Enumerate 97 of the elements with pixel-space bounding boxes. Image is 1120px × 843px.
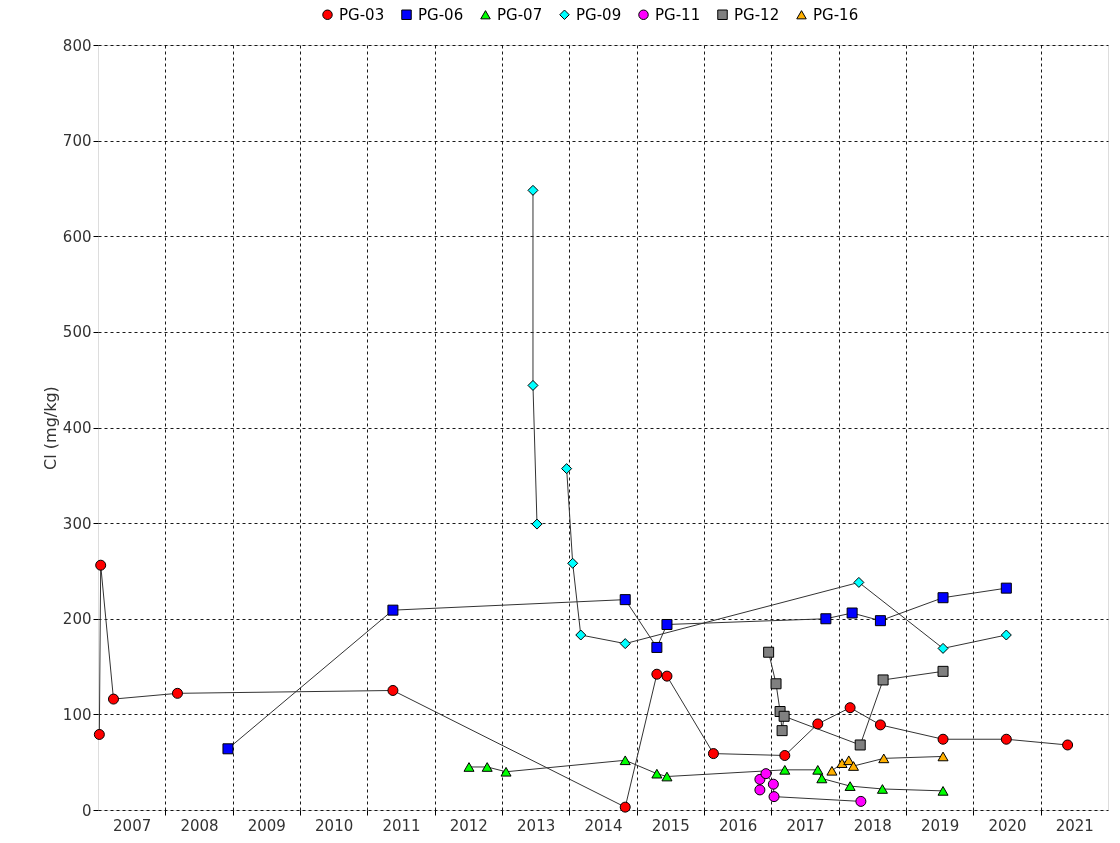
legend-label: PG-09 xyxy=(576,5,622,24)
legend-label: PG-03 xyxy=(339,5,385,24)
y-tick-label: 500 xyxy=(62,323,92,342)
point xyxy=(778,710,790,722)
point xyxy=(776,725,788,737)
point xyxy=(651,768,663,779)
point xyxy=(937,786,949,796)
x-tick-label: 2012 xyxy=(449,816,488,835)
legend-label: PG-12 xyxy=(734,5,780,24)
point xyxy=(878,753,890,764)
point xyxy=(768,791,780,803)
x-tick-label: 2008 xyxy=(180,816,219,835)
point xyxy=(661,670,673,682)
point xyxy=(500,766,512,777)
point xyxy=(481,762,493,772)
point xyxy=(937,751,949,762)
point xyxy=(876,784,888,794)
point xyxy=(937,733,949,745)
point xyxy=(463,762,475,772)
y-tick-label: 700 xyxy=(62,132,92,151)
point xyxy=(619,801,631,813)
point xyxy=(937,665,949,677)
point xyxy=(820,613,832,625)
point xyxy=(651,641,663,653)
point xyxy=(877,674,889,686)
point xyxy=(567,557,579,569)
point xyxy=(222,743,234,755)
legend-label: PG-06 xyxy=(418,5,464,24)
x-tick-label: 2007 xyxy=(113,816,152,835)
point xyxy=(847,761,859,771)
point xyxy=(812,718,824,730)
y-tick-label: 0 xyxy=(81,801,92,820)
point xyxy=(95,559,107,571)
y-tick-label: 100 xyxy=(62,705,92,724)
point xyxy=(855,795,867,807)
y-tick-label: 400 xyxy=(62,419,92,437)
y-axis-title: Cl (mg/kg) xyxy=(40,386,60,470)
point xyxy=(561,463,573,475)
point xyxy=(1000,629,1012,641)
point xyxy=(171,687,183,699)
y-tick-label: 800 xyxy=(62,36,92,55)
point xyxy=(1000,733,1012,745)
x-tick-label: 2011 xyxy=(382,816,421,835)
point xyxy=(836,758,848,768)
point xyxy=(937,642,949,654)
point xyxy=(844,702,856,714)
point xyxy=(661,618,673,630)
point xyxy=(874,615,886,627)
point xyxy=(779,750,791,761)
x-tick-label: 2009 xyxy=(247,816,286,835)
x-tick-label: 2021 xyxy=(1055,816,1094,835)
point xyxy=(651,668,663,680)
point xyxy=(707,748,719,760)
x-tick-label: 2020 xyxy=(988,816,1027,835)
point xyxy=(754,784,766,796)
point xyxy=(874,719,886,731)
y-tick-label: 600 xyxy=(62,227,92,246)
point xyxy=(763,646,775,658)
x-tick-label: 2018 xyxy=(853,816,892,835)
x-tick-label: 2010 xyxy=(315,816,354,835)
point xyxy=(853,576,865,588)
point xyxy=(619,638,631,650)
point xyxy=(387,604,399,616)
point xyxy=(661,771,673,782)
point xyxy=(854,739,866,751)
x-tick-label: 2017 xyxy=(786,816,825,835)
point xyxy=(575,629,587,641)
point xyxy=(937,592,949,604)
x-tick-label: 2015 xyxy=(651,816,690,835)
point xyxy=(1000,582,1012,594)
point xyxy=(844,781,856,791)
point xyxy=(770,678,782,690)
point xyxy=(619,594,631,606)
legend-label: PG-07 xyxy=(497,5,543,24)
x-tick-label: 2016 xyxy=(719,816,758,835)
y-tick-label: 300 xyxy=(62,514,92,533)
legend-label: PG-16 xyxy=(813,5,859,24)
point xyxy=(812,765,824,775)
point xyxy=(531,518,543,530)
x-tick-label: 2013 xyxy=(517,816,556,835)
point xyxy=(816,773,828,784)
point xyxy=(1062,739,1074,751)
point xyxy=(387,684,399,696)
point xyxy=(760,768,772,780)
point xyxy=(107,693,119,705)
point xyxy=(527,379,539,391)
point xyxy=(846,607,858,619)
y-tick-label: 200 xyxy=(62,610,92,629)
point xyxy=(527,184,539,196)
legend-label: PG-11 xyxy=(655,5,701,24)
point xyxy=(826,765,838,776)
point xyxy=(93,728,105,740)
point xyxy=(767,778,779,790)
point xyxy=(779,765,791,775)
point xyxy=(619,755,631,766)
x-tick-label: 2019 xyxy=(921,816,960,835)
x-tick-label: 2014 xyxy=(584,816,623,835)
